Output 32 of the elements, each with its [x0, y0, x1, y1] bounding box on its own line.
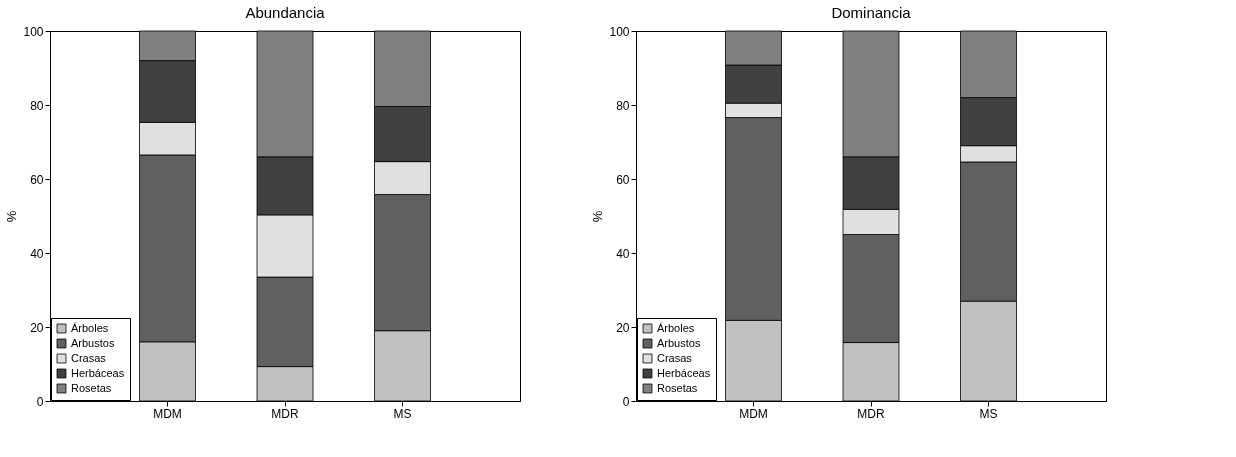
- legend-label: Herbáceas: [71, 366, 125, 379]
- chart-title: Dominancia: [831, 4, 912, 21]
- y-tick-label: 40: [616, 246, 630, 261]
- legend-label: Árboles: [71, 321, 109, 334]
- legend-label: Arbustos: [71, 336, 115, 349]
- y-axis-title: %: [590, 210, 606, 223]
- x-tick-label: MDM: [739, 406, 768, 421]
- y-tick-label: 20: [30, 320, 44, 335]
- y-tick-label: 0: [36, 394, 44, 409]
- y-tick-label: 60: [30, 172, 44, 187]
- x-tick-label: MDR: [271, 406, 299, 421]
- x-tick-label: MS: [393, 406, 412, 421]
- y-tick-label: 0: [622, 394, 630, 409]
- y-tick-label: 80: [616, 98, 630, 113]
- y-tick-label: 80: [30, 98, 44, 113]
- y-tick-label: 40: [30, 246, 44, 261]
- chart-title: Abundancia: [245, 4, 326, 21]
- y-tick-label: 20: [616, 320, 630, 335]
- legend-label: Arbustos: [657, 336, 701, 349]
- x-tick-label: MDR: [857, 406, 885, 421]
- y-axis-title: %: [4, 210, 20, 223]
- legend-label: Árboles: [657, 321, 695, 334]
- y-tick-label: 100: [609, 24, 630, 39]
- legend-label: Rosetas: [657, 381, 698, 394]
- legend-label: Crasas: [71, 351, 107, 364]
- x-tick-label: MS: [979, 406, 998, 421]
- legend-label: Rosetas: [71, 381, 112, 394]
- legend-label: Crasas: [657, 351, 693, 364]
- y-tick-label: 100: [23, 24, 44, 39]
- legend-label: Herbáceas: [657, 366, 711, 379]
- x-tick-label: MDM: [153, 406, 182, 421]
- y-tick-label: 60: [616, 172, 630, 187]
